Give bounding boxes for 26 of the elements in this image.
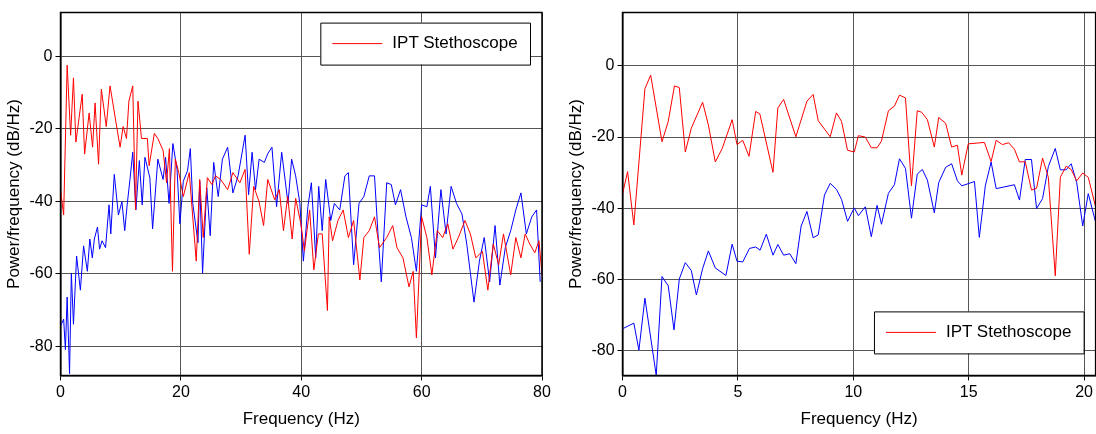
y-tick-label: -20 [29,119,53,137]
x-tick-label: 5 [733,383,743,401]
x-tick-label: 10 [844,383,863,401]
x-tick-label: 0 [618,383,628,401]
legend-label: IPT Stethoscope [392,33,518,53]
x-tick-label: 15 [959,383,978,401]
legend-label: IPT Stethoscope [945,322,1072,342]
y-tick-label: -60 [29,264,53,282]
x-tick-label: 60 [412,383,431,401]
x-axis-title: Frequency (Hz) [800,409,918,429]
y-tick-label: -80 [591,340,615,358]
y-tick-label: -20 [591,127,615,145]
x-tick-label: 80 [533,383,551,401]
y-tick-label: -40 [29,191,53,209]
x-tick-label: 20 [172,383,190,401]
y-axis-title: Power/frequency (dB/Hz) [3,99,23,289]
y-tick-label: 0 [605,56,615,74]
x-tick-label: 40 [292,383,311,401]
x-tick-label: 0 [56,383,66,401]
x-axis-title: Frequency (Hz) [242,409,360,429]
y-tick-label: -80 [29,336,53,354]
x-tick-label: 20 [1075,383,1094,401]
y-tick-label: -40 [591,198,615,216]
y-axis-title: Power/frequency (dB/Hz) [565,99,585,289]
y-tick-label: -60 [591,269,615,287]
y-tick-label: 0 [43,46,53,64]
